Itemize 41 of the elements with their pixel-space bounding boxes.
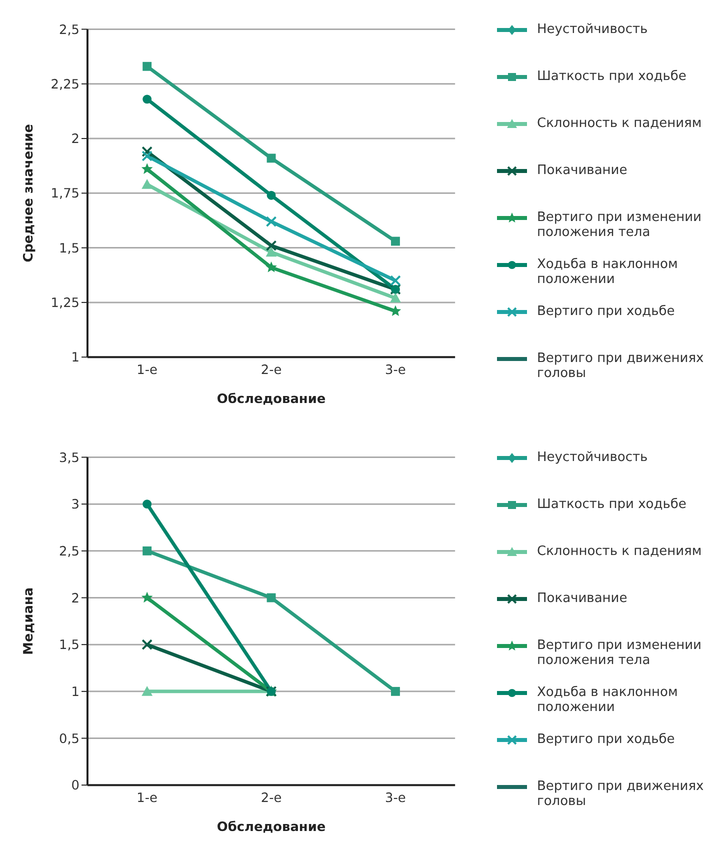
- legend-label: Ходьба в наклонном положении: [537, 257, 679, 287]
- y-tick-label: 1,5: [59, 638, 80, 654]
- legend-label: Шаткость при ходьбе: [537, 497, 688, 512]
- y-axis-title: Среднее значение: [21, 124, 36, 262]
- legend-label: Ходьба в наклонном положении: [537, 685, 679, 715]
- legend-label: Склонность к падениям: [537, 116, 703, 131]
- y-tick-label: 2: [71, 132, 80, 148]
- x-axis-title: Обследование: [216, 392, 326, 407]
- x-axis-title: Обследование: [216, 820, 326, 835]
- x-tick-label: 2-е: [260, 363, 282, 378]
- y-tick-label: 0: [71, 778, 80, 794]
- y-tick-label: 2: [71, 591, 80, 606]
- legend-label: Вертиго при движениях головы: [537, 351, 705, 381]
- x-tick-label: 3-е: [385, 791, 406, 806]
- legend-label: Неустойчивость: [537, 450, 649, 465]
- x-tick-label: 2-е: [260, 791, 282, 806]
- x-tick-label: 3-е: [385, 363, 406, 378]
- legend-label: Вертиго при ходьбе: [537, 304, 676, 319]
- legend-label: Шаткость при ходьбе: [537, 69, 688, 84]
- y-tick-label: 1: [71, 685, 80, 700]
- y-tick-label: 2,5: [59, 22, 80, 38]
- y-axis-title: Медиана: [21, 587, 36, 655]
- legend-label: Вертиго при ходьбе: [537, 732, 676, 747]
- legend-label: Покачивание: [537, 163, 628, 178]
- x-tick-label: 1-е: [136, 791, 158, 806]
- y-tick-label: 2,25: [50, 77, 80, 92]
- legend-label: Вертиго при движениях головы: [537, 779, 705, 809]
- legend-label: Склонность к падениям: [537, 544, 703, 559]
- legend-label: Вертиго при изменении положения тела: [537, 638, 702, 668]
- legend-label: Неустойчивость: [537, 22, 649, 37]
- y-tick-label: 0,5: [59, 732, 80, 747]
- y-tick-label: 1,25: [50, 296, 80, 312]
- legend-label: Вертиго при изменении положения тела: [537, 210, 702, 240]
- y-tick-label: 1: [71, 350, 80, 366]
- y-tick-label: 2,5: [59, 544, 80, 560]
- y-tick-label: 1,75: [50, 186, 80, 202]
- y-tick-label: 3: [71, 498, 80, 513]
- y-tick-label: 1,5: [59, 241, 80, 256]
- legend-label: Покачивание: [537, 591, 628, 606]
- x-tick-label: 1-е: [136, 363, 158, 378]
- y-tick-label: 3,5: [59, 450, 80, 466]
